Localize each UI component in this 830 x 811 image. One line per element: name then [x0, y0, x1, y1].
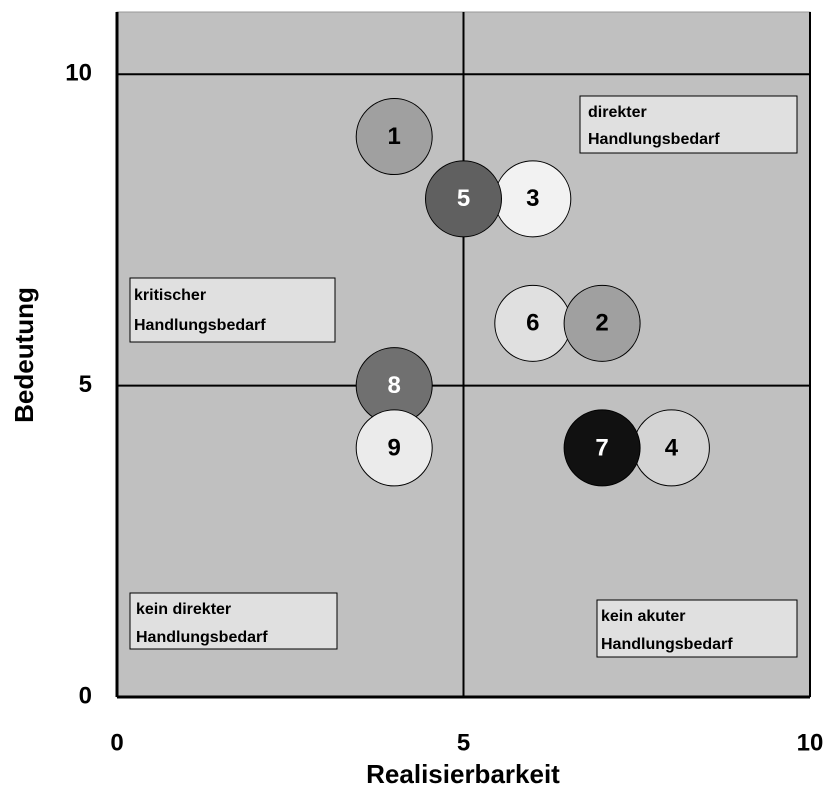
- bubble-label: 7: [595, 434, 608, 461]
- bubble-label: 8: [388, 372, 401, 399]
- y-tick-label: 0: [79, 682, 92, 709]
- annotation-text: kein direkter: [136, 601, 231, 618]
- bubble-label: 2: [595, 310, 608, 337]
- annotation-box: [596, 599, 798, 658]
- annotation-text: kein akuter: [601, 608, 685, 625]
- x-axis-title: Realisierbarkeit: [366, 759, 560, 789]
- bubble: [355, 98, 433, 176]
- annotation-box: [129, 592, 338, 650]
- annotation-text: Handlungsbedarf: [601, 636, 733, 653]
- bubble: [563, 284, 641, 362]
- annotation-box: [129, 277, 336, 343]
- bubble-label: 9: [388, 434, 401, 461]
- annotation-text: Handlungsbedarf: [588, 131, 720, 148]
- x-tick-label: 10: [797, 729, 824, 756]
- bubble-label: 1: [388, 123, 401, 150]
- y-tick-label: 10: [65, 60, 92, 87]
- x-tick-label: 0: [110, 729, 123, 756]
- bubble-label: 4: [665, 434, 679, 461]
- bubble-label: 5: [457, 185, 470, 212]
- annotation-text: direkter: [588, 104, 647, 121]
- bubble-label: 6: [526, 310, 539, 337]
- bubble: [355, 409, 433, 487]
- annotation-text: kritischer: [134, 287, 206, 304]
- bubble: [425, 160, 502, 238]
- bubble-label: 3: [526, 185, 539, 212]
- annotation-box: [579, 95, 798, 154]
- annotation-text: Handlungsbedarf: [134, 317, 266, 334]
- x-tick-label: 5: [457, 729, 470, 756]
- annotation-text: Handlungsbedarf: [136, 629, 268, 646]
- bubble: [563, 409, 641, 487]
- y-tick-label: 5: [79, 371, 92, 398]
- y-axis-title: Bedeutung: [9, 287, 39, 423]
